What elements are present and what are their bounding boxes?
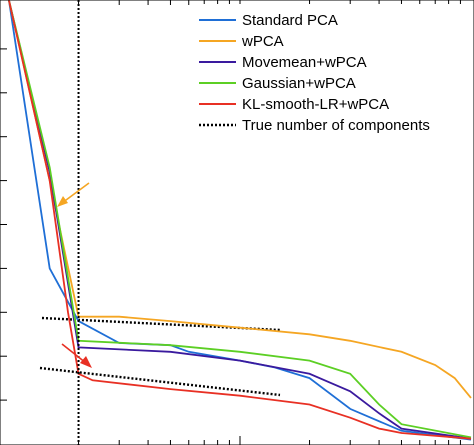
series-line-1: [8, 0, 472, 399]
red-arrow-head: [80, 356, 92, 368]
legend-label-4: KL-smooth-LR+wPCA: [242, 96, 389, 113]
legend: Standard PCA wPCA Movemean+wPCA Gaussian+wP…: [193, 4, 469, 134]
legend-label-3: Gaussian+wPCA: [242, 75, 356, 92]
red-arrow: [61, 343, 87, 364]
series-line-4: [8, 0, 472, 440]
series-line-3: [8, 0, 472, 439]
legend-label-0: Standard PCA: [242, 12, 338, 29]
series-group: [8, 0, 472, 441]
legend-label-5: True number of components: [242, 117, 430, 134]
arrows: [57, 182, 92, 368]
legend-box: [193, 4, 469, 134]
series-line-2: [8, 0, 472, 440]
orange-arrow-head: [57, 196, 68, 207]
fit-lines: [39, 316, 281, 397]
legend-label-1: wPCA: [241, 33, 284, 50]
fit-line-lower: [39, 366, 281, 397]
legend-label-2: Movemean+wPCA: [242, 54, 367, 71]
orange-arrow: [61, 182, 90, 204]
